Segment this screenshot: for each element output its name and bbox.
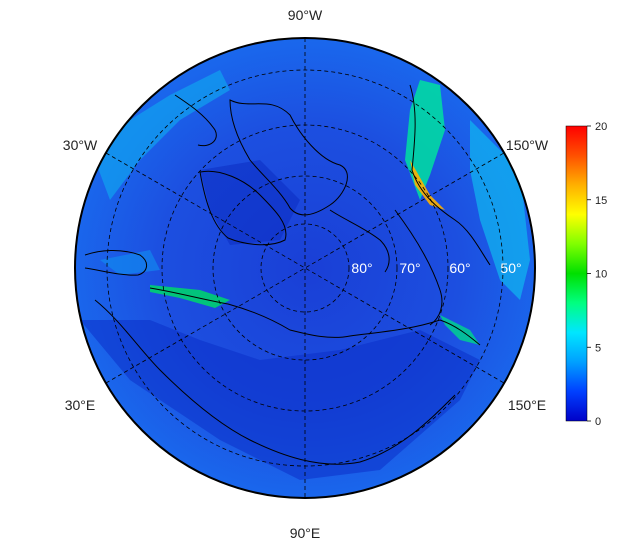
- lat-label-70: 70°: [399, 260, 420, 276]
- lat-label-60: 60°: [449, 260, 470, 276]
- atlantic-high-band: [95, 70, 230, 200]
- lon-label-30w: 30°W: [63, 137, 98, 153]
- alaska-peak: [410, 160, 445, 210]
- north-sea-band: [100, 250, 160, 275]
- graticule: [105, 38, 505, 498]
- parallel-70: [212, 175, 398, 361]
- lon-label-90e: 90°E: [290, 525, 321, 541]
- lon-label-30e: 30°E: [65, 397, 96, 413]
- map-field: [75, 38, 535, 498]
- map-boundary: [74, 37, 536, 499]
- colorbar-gradient: [565, 125, 588, 422]
- colorbar-tick-label: 15: [595, 195, 607, 207]
- coastlines: [84, 84, 491, 465]
- lon-label-150e: 150°E: [508, 397, 546, 413]
- lon-label-90w: 90°W: [288, 7, 323, 23]
- colorbar-tick-label: 0: [595, 416, 601, 428]
- lat-label-50: 50°: [500, 260, 521, 276]
- eurasia-interior: [80, 320, 480, 480]
- lat-label-80: 80°: [351, 260, 372, 276]
- colorbar-tick-label: 20: [595, 121, 607, 133]
- colorbar-ticks: 0 5 10 15 20: [587, 121, 607, 428]
- colorbar: 0 5 10 15 20: [565, 121, 607, 428]
- colorbar-tick-label: 5: [595, 342, 601, 354]
- parallel-80: [260, 223, 350, 313]
- lon-label-150w: 150°W: [506, 137, 549, 153]
- colorbar-tick-label: 10: [595, 269, 607, 281]
